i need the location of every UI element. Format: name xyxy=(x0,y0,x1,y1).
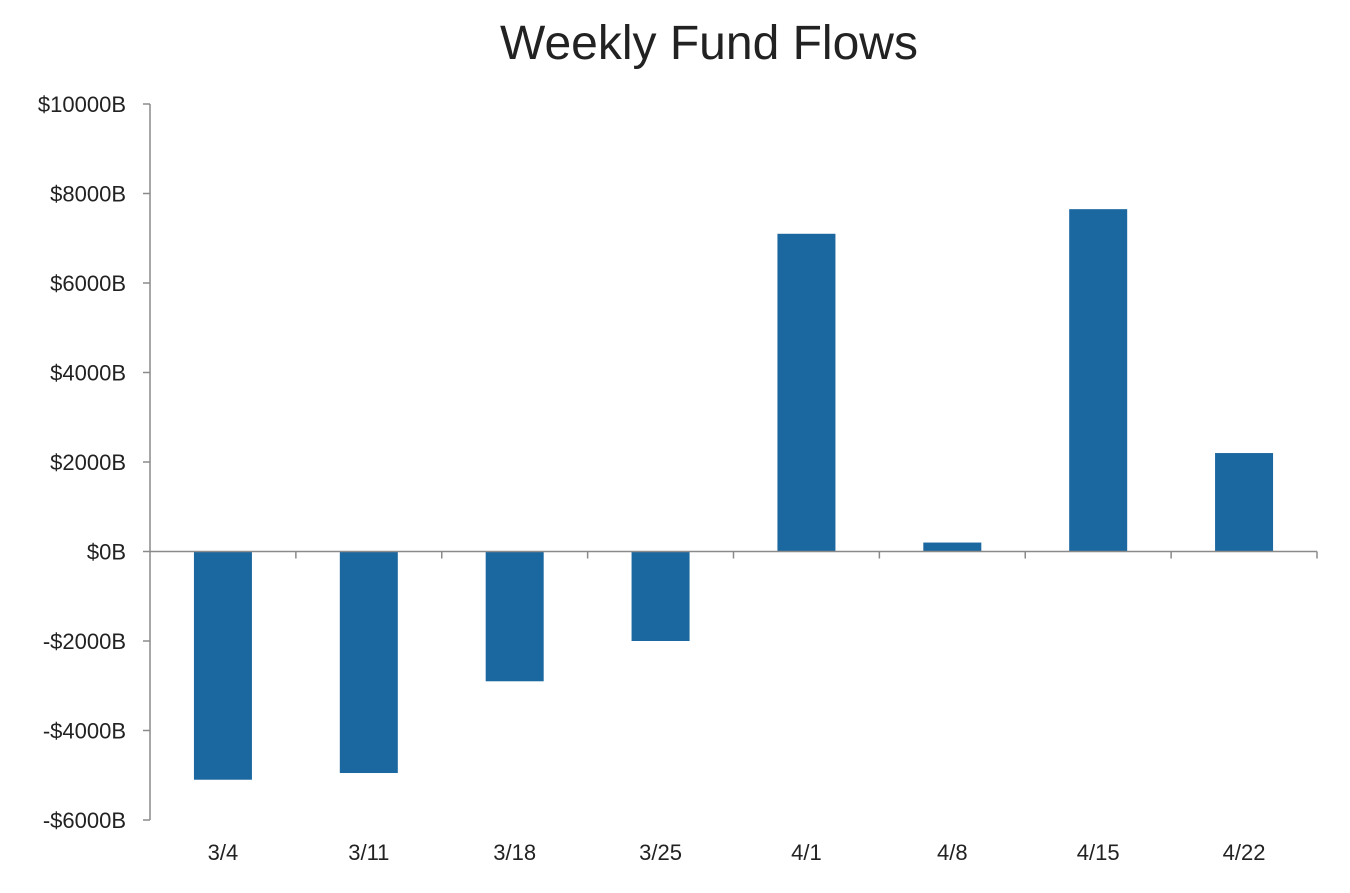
y-tick-label: $8000B xyxy=(50,182,126,207)
y-tick-label: $10000B xyxy=(38,92,126,117)
bar-3-18 xyxy=(485,551,544,682)
y-tick-label: $0B xyxy=(87,540,126,565)
bar-4-1 xyxy=(777,233,836,552)
x-tick-label: 3/25 xyxy=(639,840,682,865)
x-tick-label: 3/4 xyxy=(208,840,239,865)
x-tick-label: 4/22 xyxy=(1223,840,1266,865)
y-tick-label: -$4000B xyxy=(43,719,126,744)
chart-title: Weekly Fund Flows xyxy=(500,17,918,70)
bar-4-8 xyxy=(923,542,982,552)
bar-3-25 xyxy=(631,551,690,641)
x-tick-label: 4/8 xyxy=(937,840,968,865)
bar-4-15 xyxy=(1069,209,1128,552)
bar-3-11 xyxy=(339,551,398,774)
x-tick-label: 3/11 xyxy=(348,840,389,865)
bar-4-22 xyxy=(1215,453,1274,552)
x-tick-label: 3/18 xyxy=(493,840,536,865)
y-tick-label: -$6000B xyxy=(43,808,126,833)
y-tick-label: $6000B xyxy=(50,271,126,296)
y-tick-label: $2000B xyxy=(50,450,126,475)
y-tick-label: $4000B xyxy=(50,361,126,386)
x-tick-label: 4/1 xyxy=(791,840,822,865)
x-tick-label: 4/15 xyxy=(1077,840,1120,865)
bar-3-4 xyxy=(193,551,252,780)
y-tick-label: -$2000B xyxy=(43,629,126,654)
